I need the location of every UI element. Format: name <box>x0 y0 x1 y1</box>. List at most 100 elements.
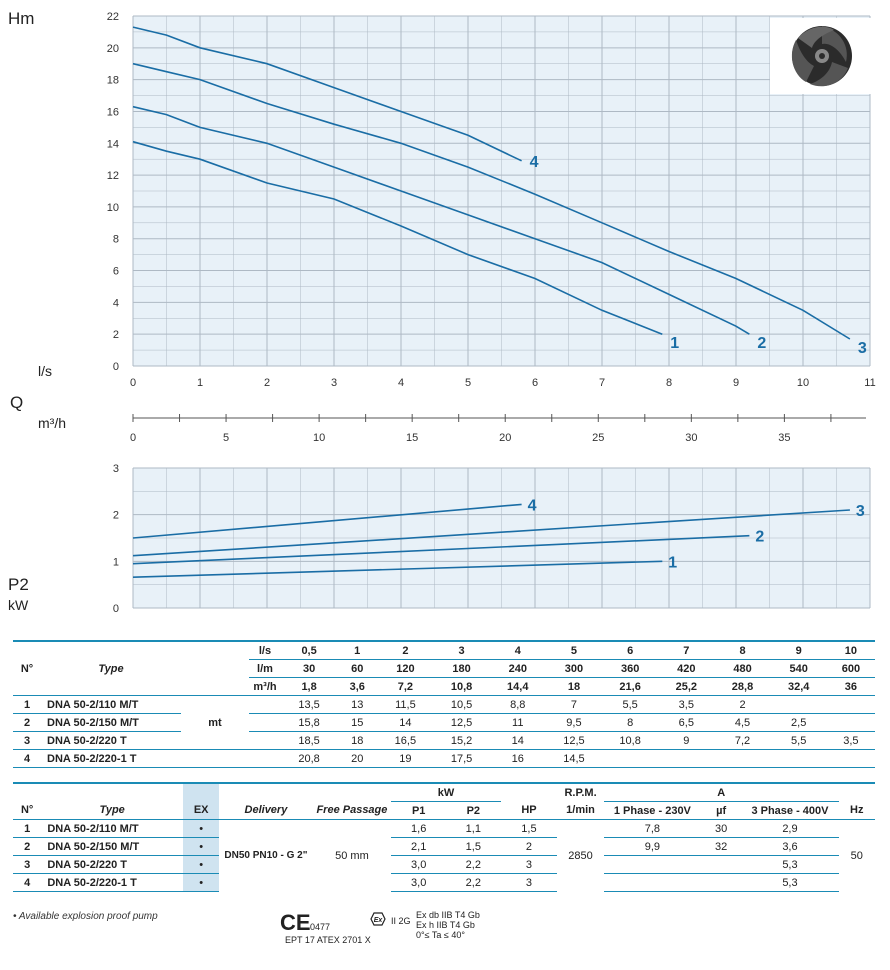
x-tick-label: 10 <box>797 377 809 389</box>
row-type: DNA 50-2/150 M/T <box>41 713 181 732</box>
row-no: 3 <box>13 855 42 874</box>
x-tick-label: 11 <box>864 377 875 389</box>
cell: 1,1 <box>446 819 501 838</box>
y-tick-label: 1 <box>113 556 119 568</box>
cell <box>826 749 875 768</box>
x-tick-label: 4 <box>398 377 404 389</box>
power-label-1: 1 <box>668 554 677 571</box>
ex-line-3: 0°≤ Ta ≤ 40° <box>416 930 465 940</box>
m3h-5: 18 <box>545 677 603 696</box>
row-type: DNA 50-2/110 M/T <box>41 695 181 714</box>
ls-3: 3 <box>433 640 490 660</box>
cell: 1,5 <box>500 819 558 838</box>
cell: 5,5 <box>602 695 659 714</box>
cell: 6,5 <box>658 713 715 732</box>
th-type-label: Type <box>98 662 124 675</box>
cell: 10,8 <box>602 731 659 750</box>
atex-certificate: EPT 17 ATEX 2701 X <box>285 935 371 945</box>
cell <box>603 855 701 874</box>
m3h-tick-label: 0 <box>130 432 136 444</box>
m3h-tick-label: 25 <box>592 432 604 444</box>
y-tick-label: 3 <box>113 463 119 475</box>
th-type2: Type <box>41 801 183 820</box>
head-curve-3 <box>132 62 851 340</box>
power-label-2: 2 <box>755 529 764 546</box>
y-tick-label: 16 <box>107 106 119 118</box>
m3h-1: 3,6 <box>337 677 378 696</box>
x-tick-label: 5 <box>465 377 471 389</box>
curve-label-3: 3 <box>858 340 867 357</box>
power-label-3: 3 <box>856 503 865 520</box>
ls-4: 4 <box>489 640 546 660</box>
cell: 15,2 <box>433 731 490 750</box>
y-tick-label: 4 <box>113 297 119 309</box>
y-tick-label: 0 <box>113 603 119 615</box>
x-tick-label: 7 <box>599 377 605 389</box>
lm-10: 600 <box>826 659 875 678</box>
cell <box>826 713 875 732</box>
svg-text:Ex: Ex <box>374 917 384 924</box>
x-tick-label: 9 <box>733 377 739 389</box>
y-tick-label: 12 <box>107 170 119 182</box>
table-row: 3 DNA 50-2/220 T 18,5 18 16,5 15,2 14 12… <box>13 731 875 750</box>
power-curve-2 <box>132 534 750 565</box>
th-hz: Hz <box>838 801 875 820</box>
ex-line-2: Ex h IIB T4 Gb <box>416 920 475 930</box>
cell: 5,5 <box>770 731 827 750</box>
cell: 3 <box>500 873 558 892</box>
cell: 2,9 <box>741 819 839 838</box>
curve-label-2: 2 <box>757 335 766 352</box>
ls-unit-label: l/s <box>38 363 52 379</box>
table-row: 2 DNA 50-2/150 M/T 15,8 15 14 12,5 11 9,… <box>13 713 875 732</box>
m3h-tick-label: 5 <box>223 432 229 444</box>
cell: 4,5 <box>714 713 771 732</box>
ls-8: 8 <box>714 640 771 660</box>
y-tick-label: 18 <box>107 75 119 87</box>
cell: 11 <box>489 713 546 732</box>
hz-value: 50 <box>850 849 863 862</box>
cell: 1,5 <box>446 837 501 856</box>
y-tick-label: 0 <box>113 361 119 373</box>
y-tick-label: 2 <box>113 329 119 341</box>
cell: 17,5 <box>433 749 490 768</box>
row-no: 1 <box>13 695 41 714</box>
x-tick-label: 6 <box>532 377 538 389</box>
row-no: 2 <box>13 837 42 856</box>
ls-10: 10 <box>826 640 875 660</box>
y-tick-label: 20 <box>107 43 119 55</box>
lm-1: 60 <box>337 659 378 678</box>
delivery-value: DN50 PN10 - G 2" <box>224 850 308 862</box>
ce-number: 0477 <box>310 922 331 932</box>
unit-ls: l/s <box>249 640 281 660</box>
cell: 10,5 <box>433 695 490 714</box>
m3h-10: 36 <box>826 677 875 696</box>
m3h-8: 28,8 <box>714 677 771 696</box>
m3h-tick-label: 20 <box>499 432 511 444</box>
cell: 7,2 <box>714 731 771 750</box>
cell: 3,0 <box>391 873 446 892</box>
cell: 8,8 <box>489 695 546 714</box>
ls-0: 0,5 <box>281 640 338 660</box>
cell <box>602 749 659 768</box>
th-no2: N° <box>13 801 42 820</box>
cell: 5,3 <box>741 855 839 874</box>
ex-dot: • <box>182 837 220 856</box>
lm-3: 180 <box>433 659 490 678</box>
row-no: 3 <box>13 731 41 750</box>
performance-table: l/s 0,5 1 2 3 4 5 6 7 8 9 10 N° Type l/m… <box>13 640 875 768</box>
lm-2: 120 <box>377 659 434 678</box>
cell: 2 <box>714 695 771 714</box>
th-3ph: 3 Phase - 400V <box>741 801 839 820</box>
m3h-unit-label: m³/h <box>38 415 66 431</box>
cell: 16,5 <box>377 731 434 750</box>
cell <box>826 695 875 714</box>
ex-group: II 2G <box>391 916 411 926</box>
lm-9: 540 <box>770 659 827 678</box>
cell: 9 <box>658 731 715 750</box>
cell: 2,5 <box>770 713 827 732</box>
ex-hexagon-icon: Ex <box>370 912 386 926</box>
cell: 15 <box>337 713 378 732</box>
ce-mark: CE <box>280 910 311 935</box>
cell: 2,2 <box>446 855 501 874</box>
cell: 16 <box>489 749 546 768</box>
